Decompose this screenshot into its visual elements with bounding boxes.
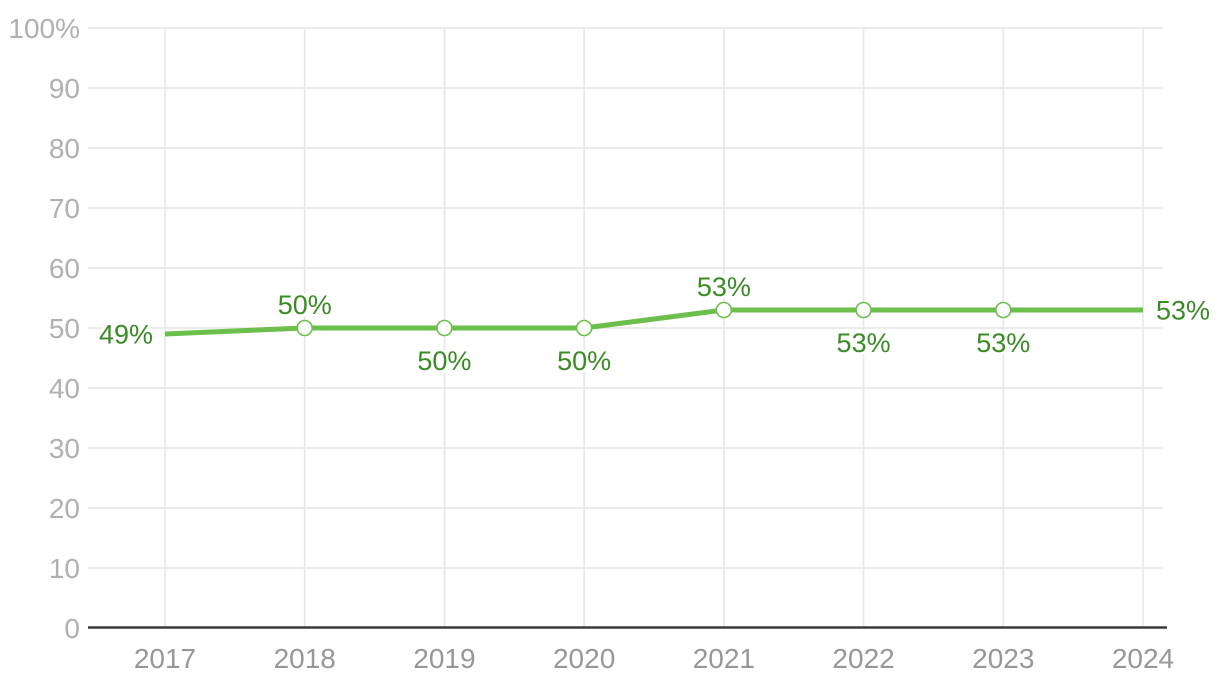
data-point-label: 53% [976, 328, 1030, 358]
x-tick-label: 2017 [134, 643, 196, 674]
data-point-marker[interactable] [994, 301, 1012, 319]
y-tick-label: 100% [8, 13, 80, 44]
data-point-marker[interactable] [575, 319, 593, 337]
x-tick-label: 2024 [1112, 643, 1174, 674]
data-point-label: 49% [99, 319, 153, 349]
y-tick-label: 60 [49, 253, 80, 284]
data-point-label: 53% [1156, 295, 1210, 325]
x-tick-label: 2020 [553, 643, 615, 674]
y-tick-label: 40 [49, 373, 80, 404]
data-point-label: 53% [837, 328, 891, 358]
x-tick-label: 2019 [413, 643, 475, 674]
x-tick-label: 2023 [972, 643, 1034, 674]
data-point-marker[interactable] [855, 301, 872, 319]
y-tick-label: 50 [49, 313, 80, 344]
y-tick-label: 30 [49, 433, 80, 464]
data-point-label: 53% [697, 272, 751, 302]
data-point-label: 50% [557, 346, 611, 376]
data-point-label: 50% [278, 290, 332, 320]
data-point-marker[interactable] [296, 319, 314, 337]
x-tick-label: 2018 [274, 643, 336, 674]
x-tick-label: 2021 [693, 643, 755, 674]
y-tick-label: 70 [49, 193, 80, 224]
y-tick-label: 80 [49, 133, 80, 164]
y-tick-label: 90 [49, 73, 80, 104]
y-tick-label: 20 [49, 493, 80, 524]
data-point-label: 50% [417, 346, 471, 376]
y-tick-label: 0 [64, 613, 80, 644]
data-point-marker[interactable] [715, 301, 733, 319]
y-tick-label: 10 [49, 553, 80, 584]
x-tick-label: 2022 [832, 643, 894, 674]
data-point-marker[interactable] [436, 319, 453, 337]
series-line [164, 307, 1143, 337]
